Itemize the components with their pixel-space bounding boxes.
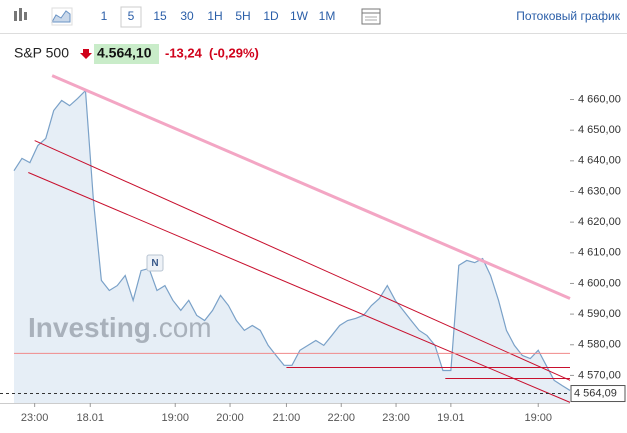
change: -13,24 [165,45,203,60]
interval-button[interactable]: 1M [319,9,336,23]
area-fill [14,90,570,404]
trendline [28,172,571,403]
news-marker[interactable] [146,254,164,272]
x-tick-label: 18.01 [76,412,104,424]
interval-button[interactable]: 15 [153,9,167,23]
price-line [13,89,571,391]
x-tick-label: 23:00 [21,412,49,424]
trendline [34,140,571,381]
watermark-brand: Investing [28,312,151,343]
trendline [51,74,571,300]
streaming-link[interactable]: Потоковый график [516,9,620,23]
interval-selected[interactable] [120,6,142,28]
interval-button[interactable]: 1D [263,9,279,23]
candle-icon[interactable] [14,8,27,21]
last-price-box [570,385,626,403]
x-tick-label: 21:00 [273,412,301,424]
interval-button[interactable]: 5 [128,9,135,23]
x-tick-label: 20:00 [216,412,244,424]
price: 4.564,10 [97,45,152,61]
y-tick-label: 4 590,00 [578,308,621,320]
interval-button[interactable]: 5H [235,9,250,23]
interval-button[interactable]: 1W [290,9,309,23]
y-tick-label: 4 600,00 [578,277,621,289]
y-tick-label: 4 640,00 [578,155,621,167]
watermark-domain: .com [151,312,212,343]
y-tick-label: 4 660,00 [578,93,621,105]
y-tick-label: 4 630,00 [578,185,621,197]
y-tick-label: 4 620,00 [578,216,621,228]
x-tick-label: 23:00 [382,412,410,424]
area-icon-frame[interactable] [51,7,73,26]
y-tick-label: 4 610,00 [578,247,621,259]
price-bg [94,44,159,64]
y-tick-label: 4 650,00 [578,124,621,136]
x-tick-label: 19:00 [524,412,552,424]
x-tick-label: 19:00 [161,412,189,424]
table-icon[interactable] [361,8,381,25]
news-marker-label[interactable]: N [151,258,158,269]
change-percent: (-0,29%) [209,45,259,60]
last-price-label: 4 564,09 [574,387,617,399]
watermark: Investing.com [28,312,212,343]
symbol: S&P 500 [14,45,69,61]
interval-button[interactable]: 30 [180,9,194,23]
down-arrow [80,49,92,59]
x-tick-label: 19.01 [437,412,465,424]
area-icon[interactable] [51,10,71,23]
x-tick-label: 22:00 [327,412,355,424]
interval-button[interactable]: 1 [101,9,108,23]
interval-button[interactable]: 1H [207,9,222,23]
y-tick-label: 4 580,00 [578,339,621,351]
y-tick-label: 4 570,00 [578,369,621,381]
